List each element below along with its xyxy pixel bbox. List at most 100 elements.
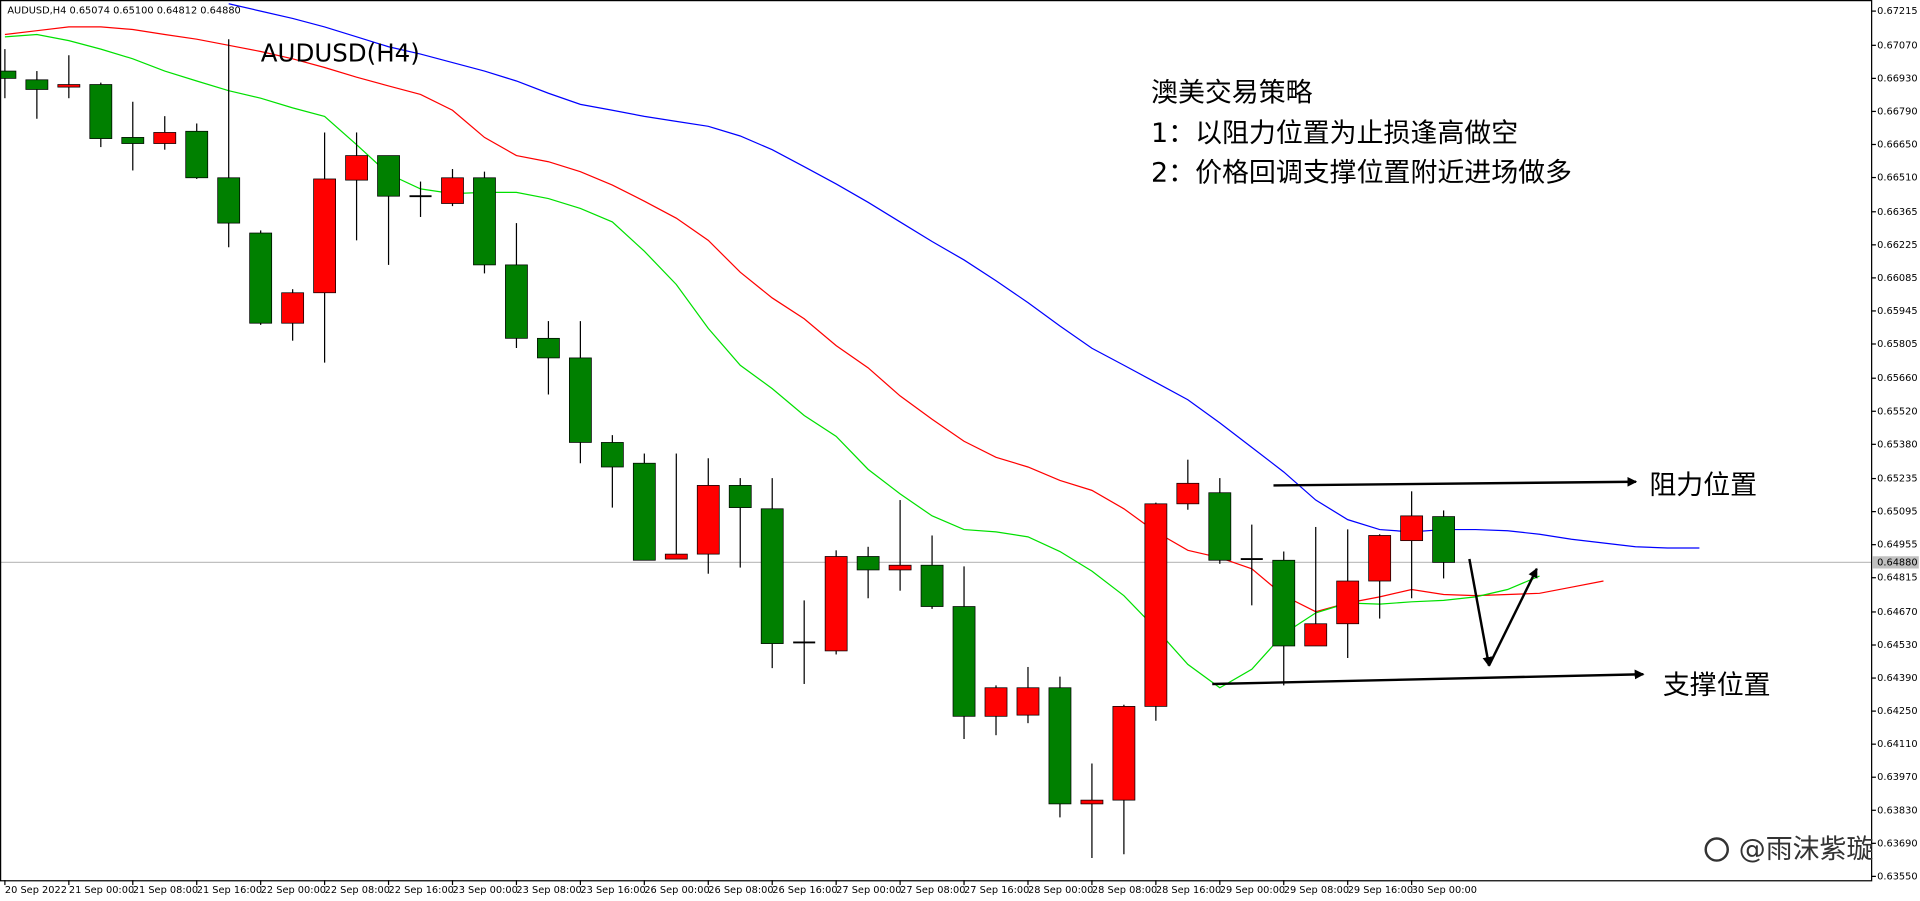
candle-body (824, 556, 848, 652)
candle-body (1016, 687, 1040, 716)
x-tick-label: 26 Sep 08:00 (708, 885, 773, 896)
candle-body (568, 357, 592, 443)
x-tick-label: 20 Sep 2022 (5, 885, 67, 896)
x-tick-label: 29 Sep 16:00 (1348, 885, 1413, 896)
y-tick-label: 0.63830 (1877, 805, 1917, 816)
candle-body (153, 132, 177, 144)
x-tick-label: 28 Sep 16:00 (1156, 885, 1221, 896)
y-tick-label: 0.65660 (1877, 373, 1917, 384)
candle-body (473, 177, 496, 266)
axes: 0.67215 0.67070 0.66930 0.66790 0.66650 0.665… (4, 6, 1919, 896)
y-tick-label: 0.64110 (1877, 739, 1917, 750)
y-tick-label: 0.64670 (1877, 607, 1917, 618)
x-tick-label: 22 Sep 00:00 (261, 885, 326, 896)
candle-body (952, 606, 976, 717)
candle-body (217, 177, 241, 224)
x-tick-label: 21 Sep 08:00 (133, 885, 198, 896)
candle-body (249, 232, 273, 324)
candle-body (57, 84, 81, 88)
y-tick-label: 0.64955 (1877, 540, 1917, 551)
candle-body (1368, 535, 1392, 582)
candle-body (441, 177, 464, 204)
candle-body (25, 79, 49, 90)
y-tick-label: 0.66510 (1877, 173, 1917, 184)
x-tick-label: 28 Sep 00:00 (1028, 885, 1093, 896)
x-tick-label: 23 Sep 00:00 (452, 885, 517, 896)
support-label: 支撑位置 (1663, 670, 1771, 701)
x-tick-label: 26 Sep 16:00 (772, 885, 837, 896)
watermark: @雨沫紫璇 (1739, 834, 1874, 865)
candle-body (537, 337, 560, 359)
y-tick-label: 0.63550 (1877, 871, 1917, 882)
y-tick-label: 0.66225 (1877, 240, 1917, 251)
x-tick-label: 29 Sep 08:00 (1284, 885, 1349, 896)
candle-body (920, 564, 944, 607)
move-arrow (1468, 558, 1493, 667)
x-tick-label: 28 Sep 08:00 (1092, 885, 1157, 896)
candle-body (600, 442, 624, 468)
candle-body (377, 155, 400, 197)
y-tick-label: 0.65235 (1877, 474, 1917, 485)
x-tick-label: 30 Sep 00:00 (1412, 885, 1477, 896)
y-tick-label: 0.65945 (1877, 306, 1917, 317)
resistance-arrow (1273, 476, 1638, 487)
y-tick-label: 0.64530 (1877, 640, 1917, 651)
y-tick-label: 0.66790 (1877, 106, 1917, 117)
chart-header: AUDUSD,H4 0.65074 0.65100 0.64812 0.6488… (7, 5, 240, 16)
plot-border (0, 0, 1873, 882)
last-price-label: 0.64880 (1877, 557, 1917, 568)
y-tick-label: 0.65380 (1877, 439, 1917, 450)
x-tick-label: 27 Sep 16:00 (964, 885, 1029, 896)
y-tick-label: 0.64390 (1877, 673, 1917, 684)
y-tick-label: 0.65520 (1877, 406, 1917, 417)
support-arrow (1212, 669, 1645, 686)
x-tick-label: 23 Sep 16:00 (580, 885, 645, 896)
y-tick-label: 0.66650 (1877, 139, 1917, 150)
candle-body (505, 264, 528, 339)
candle-body (728, 485, 752, 508)
y-tick-label: 0.64815 (1877, 573, 1917, 584)
x-tick-label: 21 Sep 00:00 (69, 885, 134, 896)
candle-body (185, 130, 209, 179)
y-tick-label: 0.65805 (1877, 339, 1917, 350)
plot-area (0, 3, 1872, 858)
candle-body (632, 462, 656, 561)
y-tick-label: 0.67215 (1877, 6, 1917, 17)
y-tick-label: 0.66365 (1877, 207, 1917, 218)
candle-body (1304, 623, 1328, 647)
candle-body (281, 292, 305, 324)
candle-body (313, 178, 337, 294)
chart-title: AUDUSD(H4) (261, 38, 420, 67)
candle-body (760, 508, 784, 644)
candle-body (1112, 706, 1136, 801)
x-tick-label: 22 Sep 08:00 (325, 885, 390, 896)
candle-body (1176, 482, 1200, 505)
strategy-line: 2：价格回调支撑位置附近进场做多 (1151, 157, 1572, 188)
candle-body (1400, 515, 1424, 542)
candle-body (1272, 559, 1296, 647)
strategy-line: 1：以阻力位置为止损逢高做空 (1151, 118, 1518, 149)
last-price-box (1872, 556, 1919, 569)
y-tick-label: 0.63690 (1877, 838, 1917, 849)
x-tick-label: 21 Sep 16:00 (197, 885, 262, 896)
x-tick-label: 27 Sep 08:00 (900, 885, 965, 896)
candle-body (1432, 516, 1455, 563)
strategy-title: 澳美交易策略 (1151, 78, 1313, 109)
resistance-label: 阻力位置 (1649, 470, 1757, 501)
y-tick-label: 0.64250 (1877, 706, 1917, 717)
candle-body (1048, 687, 1072, 805)
candle-body (664, 553, 688, 560)
y-tick-label: 0.67070 (1877, 40, 1917, 51)
x-tick-label: 26 Sep 00:00 (644, 885, 709, 896)
candle-body (1080, 799, 1104, 805)
y-tick-label: 0.65095 (1877, 507, 1917, 518)
candle-body (888, 564, 912, 571)
candle-body (1336, 580, 1360, 625)
move-arrow (1487, 567, 1538, 667)
candle-body (696, 485, 720, 555)
y-tick-label: 0.66085 (1877, 273, 1917, 284)
x-tick-label: 27 Sep 00:00 (836, 885, 901, 896)
